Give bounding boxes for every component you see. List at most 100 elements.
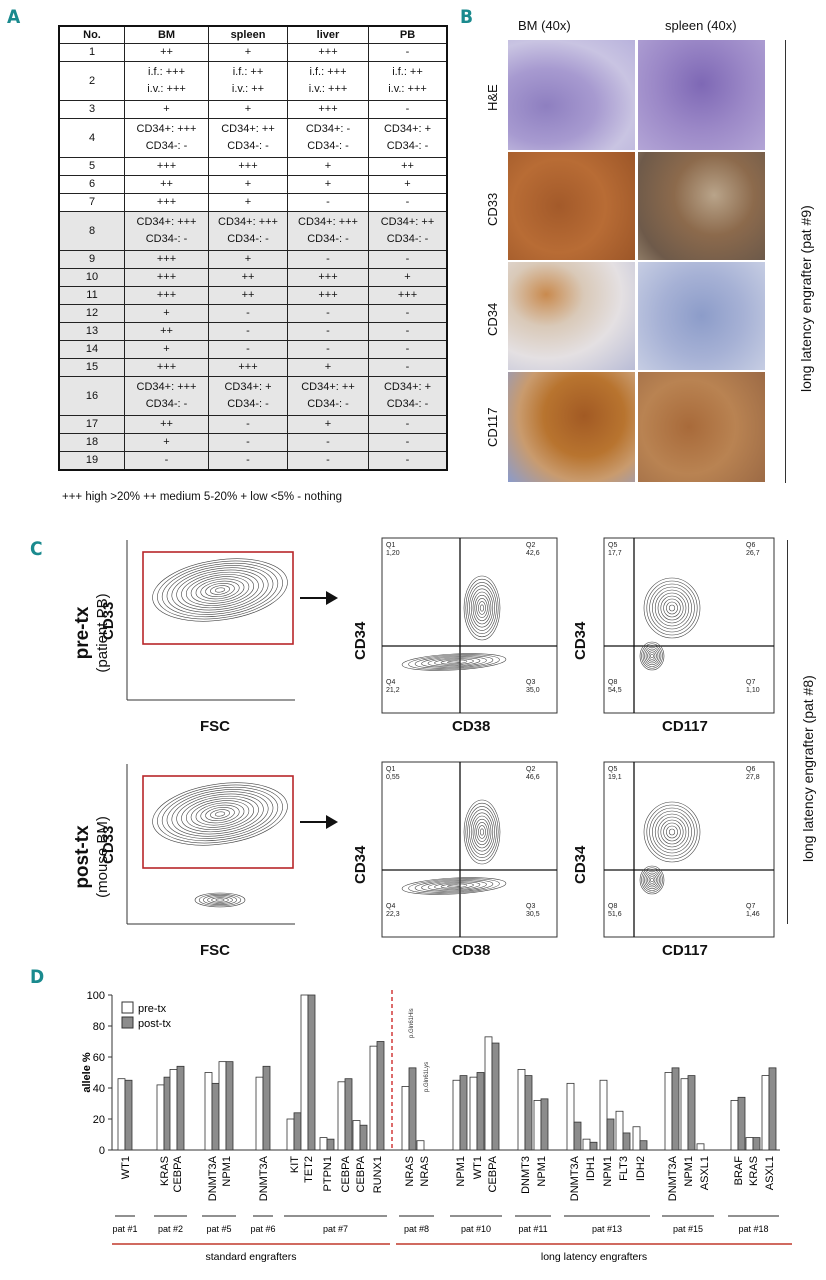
bar-pre-tx: [582, 1138, 591, 1151]
table-cell-number: 8: [58, 211, 125, 251]
panel-letter-b: B: [460, 6, 474, 28]
table-cell: +++: [124, 250, 209, 269]
bar-post-tx: [376, 1041, 385, 1151]
ihc-row-label: CD34: [485, 302, 500, 336]
table-cell: -: [368, 43, 448, 62]
flow-axis-cd117: CD117: [662, 718, 708, 735]
table-cell-number: 2: [58, 61, 125, 101]
bar-pre-tx: [632, 1126, 641, 1151]
quadrant-label-line: 46,6: [526, 774, 540, 781]
ihc-image-he-spleen: [638, 40, 765, 150]
table-cell-line: +: [404, 178, 411, 190]
bar-pre-tx: [599, 1079, 608, 1151]
quadrant-label-line: 22,3: [386, 911, 400, 918]
ihc-image-cd34-spleen: [638, 262, 765, 370]
category-label: NPM1: [221, 1156, 233, 1187]
bar-pre-tx: [680, 1078, 689, 1151]
table-cell-line: CD34-: -: [307, 233, 349, 245]
table-cell-line: CD34-: -: [386, 140, 429, 152]
quadrant-label: Q6 26,7: [746, 542, 760, 558]
table-cell: CD34+: +++ CD34-: -: [124, 118, 209, 158]
category-label: NRAS: [419, 1156, 431, 1187]
ihc-image-cd33-bm: [508, 152, 635, 260]
flow-side-line: [787, 540, 788, 924]
category-label: KRAS: [748, 1156, 760, 1186]
table-cell-line: -: [164, 454, 169, 466]
legend-label-pre: pre-tx: [138, 1003, 167, 1015]
table-cell: CD34+: +++ CD34-: -: [124, 376, 209, 416]
table-row: 3 + + +++ -: [58, 100, 448, 119]
table-cell-line: +++: [238, 160, 258, 172]
category-label: BRAF: [733, 1156, 745, 1186]
table-cell: ++: [124, 415, 209, 434]
bar-pre-tx: [469, 1076, 478, 1151]
table-cell: +++: [287, 43, 369, 62]
category-label: DNMT3A: [258, 1155, 270, 1201]
table-header-cell: liver: [287, 25, 369, 44]
table-cell-line: -: [405, 307, 410, 319]
table-cell-line: i.v.: ++: [231, 83, 265, 95]
table-row: 6 ++ + + +: [58, 175, 448, 194]
flow-plot-cd33-fsc: [126, 540, 295, 701]
table-cell: +: [368, 175, 448, 194]
flow-arrow-icon: [300, 815, 338, 829]
bar-post-tx: [344, 1078, 353, 1151]
table-cell-line: i.v.: +++: [147, 83, 186, 95]
table-cell-line: -: [246, 454, 250, 466]
quadrant-label: Q1 1,20: [386, 542, 400, 558]
table-row: 15 +++ +++ + -: [58, 358, 448, 377]
bar-pre-tx: [169, 1069, 178, 1151]
table-cell-line: -: [405, 103, 410, 115]
group-label: standard engrafters: [205, 1251, 296, 1263]
table-cell: CD34+: - CD34-: -: [287, 118, 369, 158]
category-label: DNMT3: [520, 1156, 532, 1194]
bar-post-tx: [408, 1067, 417, 1151]
table-cell: +++: [124, 358, 209, 377]
table-row: 16 CD34+: +++ CD34-: - CD34+: + CD34-: - CD34…: [58, 376, 448, 416]
flow-axis-cd34: CD34: [572, 621, 589, 660]
table-cell-number: 7: [58, 193, 125, 212]
table-header-cell: PB: [368, 25, 448, 44]
table-cell-number: 6: [58, 175, 125, 194]
table-header-cell: BM: [124, 25, 209, 44]
quadrant-label-line: 19,1: [608, 774, 622, 781]
table-row: 7 +++ + - -: [58, 193, 448, 212]
table-cell: -: [287, 250, 369, 269]
table-cell-number: 19: [58, 451, 125, 471]
table-cell-number: 10: [58, 268, 125, 287]
table-row: 5 +++ +++ + ++: [58, 157, 448, 176]
table-cell-line: +: [404, 271, 411, 283]
table-cell-line: ++: [160, 325, 173, 337]
category-label: NRAS: [404, 1156, 416, 1187]
table-cell-line: CD34+: ++: [380, 216, 435, 228]
table-cell-line: +++: [156, 253, 177, 265]
category-label: KRAS: [159, 1156, 171, 1186]
category-label: KIT: [289, 1156, 301, 1173]
y-tick-label: 80: [93, 1021, 105, 1033]
category-label: NPM1: [536, 1156, 548, 1187]
table-cell: -: [368, 358, 448, 377]
patient-label: pat #18: [738, 1224, 768, 1234]
table-cell: -: [368, 100, 448, 119]
bar-post-tx: [326, 1138, 335, 1151]
patient-label: pat #5: [206, 1224, 231, 1234]
quadrant-label-line: 35,0: [526, 687, 540, 694]
table-cell-number: 14: [58, 340, 125, 359]
bar-pre-tx: [745, 1137, 754, 1151]
table-cell-line: CD34-: -: [386, 233, 429, 245]
table-cell: +++: [208, 358, 288, 377]
table-cell-line: CD34+: +: [383, 381, 432, 393]
bar-post-tx: [359, 1124, 368, 1151]
table-cell: +: [124, 340, 209, 359]
table-cell-line: CD34+: ++: [301, 381, 355, 393]
table-cell: CD34+: + CD34-: -: [368, 376, 448, 416]
table-cell-line: ++: [160, 178, 173, 190]
table-cell: -: [208, 433, 288, 452]
table-cell-line: CD34+: -: [305, 123, 351, 135]
table-cell-line: -: [405, 253, 410, 265]
bar-pre-tx: [696, 1143, 705, 1151]
ihc-col-spleen: spleen (40x): [665, 18, 737, 33]
table-cell: ++: [124, 322, 209, 341]
table-row: 13 ++ - - -: [58, 322, 448, 341]
table-cell: +++: [287, 268, 369, 287]
